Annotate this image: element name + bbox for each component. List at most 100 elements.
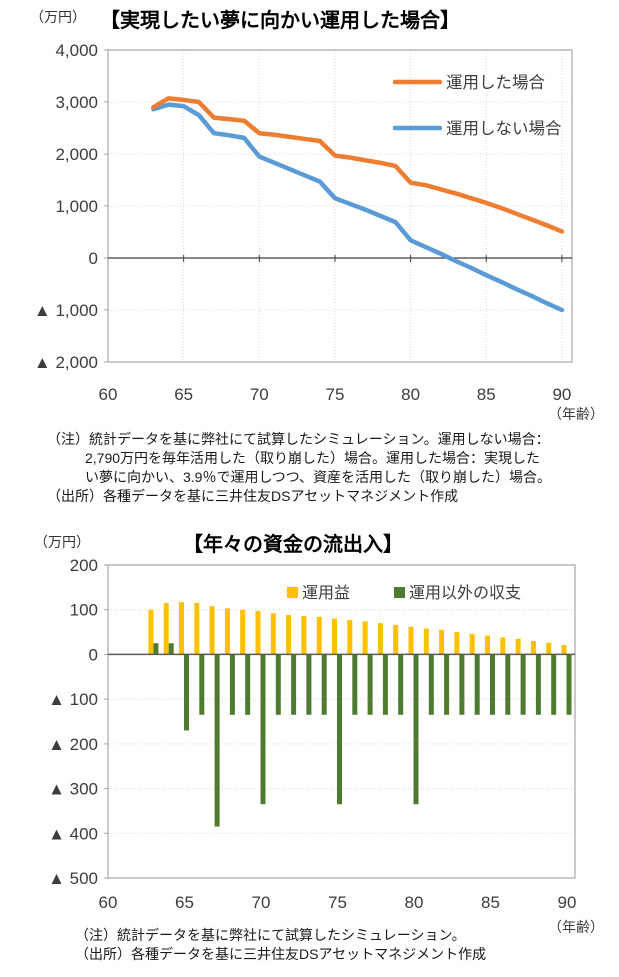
bottom-chart-title: 【年々の資金の流出入】 [183,534,403,556]
bar-flow [229,654,235,715]
x-tick-label: 80 [405,893,424,912]
bar-gain [439,629,445,655]
bar-gain [194,603,200,655]
bar-gain [270,613,276,655]
x-tick-label: 70 [250,385,269,404]
legend: 運用益 運用以外の収支 [287,584,521,602]
y-tick-label: 1,000 [55,197,98,216]
bar-flow [474,654,480,715]
bar-flow [291,654,297,715]
bar-flow [413,654,419,805]
x-tick-label: 65 [174,385,193,404]
y-axis-ticks: 4,000 3,000 2,000 1,000 0 ▲ 1,000 ▲ 2,000 [34,41,108,372]
y-tick-label: 0 [89,249,98,268]
bar-flow [168,643,174,655]
x-tick-label: 90 [558,893,577,912]
x-tick-label: 90 [552,385,571,404]
bar-gain [485,635,490,655]
y-tick-label: 100 [70,601,98,620]
bar-flow [306,654,312,715]
bar-flow [352,654,358,715]
bar-flow [275,654,281,715]
age-axis-label: （年齢） [548,919,604,935]
top-chart-notes: （注）統計データを基に弊社にて試算したシミュレーション。運用しない場合： 2,7… [47,430,551,506]
bar-gain [301,615,307,655]
bar-gain [377,623,383,655]
y-axis-ticks: 200 100 0 ▲ 100 ▲ 200 ▲ 300 ▲ 400 ▲ 500 [48,556,108,888]
bar-flow [153,643,159,655]
x-tick-label: 80 [401,385,420,404]
bar-gain [255,611,261,655]
bar-flow [535,654,541,715]
top-chart-title: 【実現したい夢に向かい運用した場合】 [100,10,460,32]
x-tick-label: 65 [175,893,194,912]
y-tick-label: 2,000 [55,145,98,164]
bar-flow [566,654,572,715]
bar-gain [347,619,353,655]
y-tick-label: ▲ 2,000 [34,353,98,372]
bar-flow [382,654,388,715]
bar-flow [490,654,495,715]
bar-gain [163,603,169,655]
series-line-invested [151,96,565,234]
bar-gain [224,608,230,655]
legend-label: 運用益 [302,584,350,602]
x-tick-label: 85 [477,385,496,404]
bar-gain [393,624,399,655]
series-line-not-invested [151,102,565,313]
bar-flow [444,654,450,715]
bar-flow [520,654,526,715]
bar-flow [337,654,342,805]
legend-label: 運用以外の収支 [409,584,521,602]
bar-gain [179,602,184,655]
bottom-unit-label: （万円） [34,534,90,550]
bar-gain [408,626,414,655]
legend-swatch-gain [287,587,298,598]
x-axis-ticks: 60 65 70 75 80 85 90 （年齢） [99,385,604,422]
bar-flow [260,654,266,805]
legend-swatch-flow [394,587,405,598]
x-tick-label: 75 [325,385,344,404]
y-tick-label: ▲ 200 [48,735,98,754]
x-tick-label: 60 [99,893,118,912]
top-unit-label: （万円） [30,9,86,25]
bar-flow [184,654,189,731]
x-axis-zero-line [108,255,572,262]
bar-flow [321,654,327,715]
note-line: （注）統計データを基に弊社にて試算したシミュレーション。 [75,927,466,943]
bar-flow [428,654,434,715]
bar-flow [459,654,465,715]
bar-gain [362,621,368,655]
bar-gain [515,638,521,655]
x-axis-ticks: 60 65 70 75 80 85 90 （年齢） [99,893,604,935]
y-tick-label: 0 [89,645,98,664]
bar-flow [214,654,220,827]
x-tick-label: 70 [252,893,271,912]
age-axis-label: （年齢） [548,406,604,422]
bar-flow [505,654,511,715]
y-tick-label: ▲ 400 [48,824,98,843]
bar-flow [398,654,404,715]
y-tick-label: ▲ 500 [48,869,98,888]
y-tick-label: 4,000 [55,41,98,60]
bar-gain [286,615,292,655]
bar-gain [530,641,536,655]
bar-flow [551,654,557,715]
bar-gain [332,618,337,655]
y-tick-label: 200 [70,556,98,575]
bar-gain [240,609,246,655]
y-tick-label: ▲ 1,000 [34,301,98,320]
bar-gain [148,609,154,655]
bar-flow [199,654,205,715]
bar-flow [367,654,373,715]
y-tick-label: 3,000 [55,93,98,112]
bar-gain [546,642,552,655]
bar-gain [454,632,460,655]
note-line: （出所）各種データを基に三井住友DSアセットマネジメント作成 [75,946,487,962]
bar-gain [316,616,322,655]
bar-gain [500,637,506,655]
